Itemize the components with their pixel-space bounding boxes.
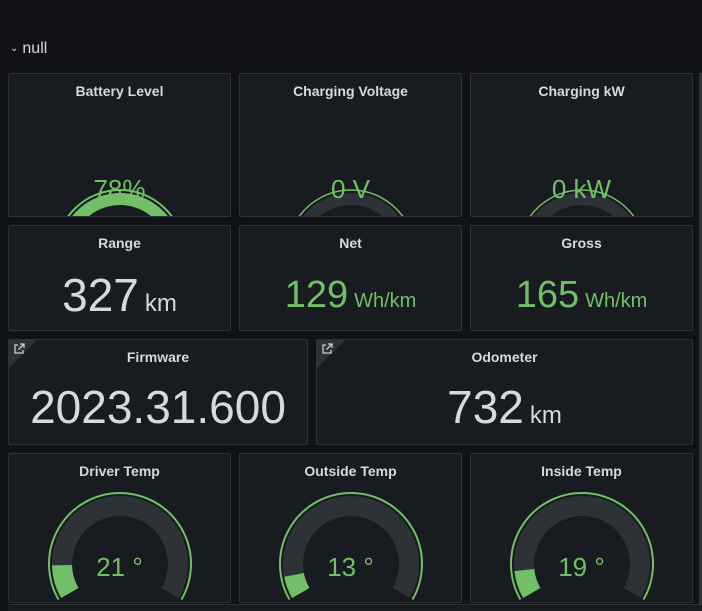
net-unit: Wh/km: [354, 290, 417, 312]
gross-unit: Wh/km: [585, 290, 648, 312]
gauge-threshold-green: [67, 189, 173, 216]
gauge-track: [514, 496, 650, 598]
next-column-panel-edge: [699, 73, 702, 610]
chevron-down-icon: ⌄: [10, 42, 19, 54]
battery-gauge: [67, 189, 173, 216]
odometer-value: 732 km: [317, 380, 692, 434]
gross-panel[interactable]: Gross 165 Wh/km: [470, 225, 693, 331]
firmware-value: 2023.31.600: [9, 380, 307, 434]
gross-value: 165 Wh/km: [471, 274, 692, 317]
range-number: 327: [62, 269, 139, 321]
row-header[interactable]: ⌄ null: [10, 40, 47, 58]
charging-voltage-gauge: [298, 189, 404, 216]
next-row-panel-edge: [8, 604, 702, 611]
gross-number: 165: [515, 274, 580, 316]
panel-title: Odometer: [471, 349, 538, 365]
panel-title: Charging kW: [538, 83, 625, 99]
net-number: 129: [284, 274, 349, 316]
gauge-value-arc: [52, 564, 79, 598]
panel-title: Net: [339, 235, 362, 251]
panel-title: Firmware: [126, 349, 190, 365]
range-unit: km: [144, 290, 177, 317]
odometer-number: 732: [447, 381, 524, 433]
charging-kw-value: 0 kW: [551, 174, 612, 204]
panel-title: Gross: [561, 235, 602, 251]
panel-title: Range: [98, 235, 141, 251]
net-value: 129 Wh/km: [240, 274, 461, 317]
gauge-track: [303, 193, 399, 216]
gauge-threshold-green: [279, 492, 423, 600]
range-value: 327 km: [9, 268, 230, 322]
panel-title: Inside Temp: [541, 463, 622, 479]
external-link-icon[interactable]: [321, 343, 333, 355]
gauge-track: [534, 193, 630, 216]
firmware-panel[interactable]: Firmware 2023.31.600: [8, 339, 308, 445]
inside-temp-value: 19 °: [558, 552, 605, 582]
gauge-threshold-green: [529, 189, 635, 216]
inside-temp-gauge: [510, 492, 654, 600]
charging-kw-panel[interactable]: Charging kW 0 kW: [470, 73, 693, 217]
charging-voltage-value: 0 V: [330, 174, 371, 204]
driver-temp-panel[interactable]: Driver Temp 21 °: [8, 453, 231, 603]
driver-temp-gauge: [48, 492, 192, 600]
charging-kw-gauge: [529, 189, 635, 216]
driver-temp-value: 21 °: [96, 552, 143, 582]
outside-temp-gauge: [279, 492, 423, 600]
panel-title: Charging Voltage: [293, 83, 408, 99]
battery-value: 78%: [93, 174, 146, 204]
gauge-track: [52, 496, 188, 598]
charging-voltage-panel[interactable]: Charging Voltage 0 V: [239, 73, 462, 217]
firmware-number: 2023.31.600: [30, 381, 286, 433]
row-title: null: [22, 40, 48, 57]
outside-temp-value: 13 °: [327, 552, 374, 582]
net-panel[interactable]: Net 129 Wh/km: [239, 225, 462, 331]
gauge-value-arc: [72, 193, 168, 216]
panel-title: Battery Level: [75, 83, 164, 99]
gauge-threshold-green: [48, 492, 192, 600]
gauge-track: [283, 496, 419, 598]
gauge-threshold-green: [298, 189, 404, 216]
odometer-panel[interactable]: Odometer 732 km: [316, 339, 693, 445]
inside-temp-panel[interactable]: Inside Temp 19 °: [470, 453, 693, 603]
gauge-value-arc: [514, 568, 541, 598]
panel-title: Outside Temp: [304, 463, 397, 479]
battery-level-panel[interactable]: Battery Level 78%: [8, 73, 231, 217]
panel-title: Driver Temp: [79, 463, 160, 479]
gauge-threshold-green: [510, 492, 654, 600]
gauge-value-arc: [284, 572, 310, 598]
outside-temp-panel[interactable]: Outside Temp 13 °: [239, 453, 462, 603]
odometer-unit: km: [529, 402, 562, 429]
range-panel[interactable]: Range 327 km: [8, 225, 231, 331]
external-link-icon[interactable]: [13, 343, 25, 355]
